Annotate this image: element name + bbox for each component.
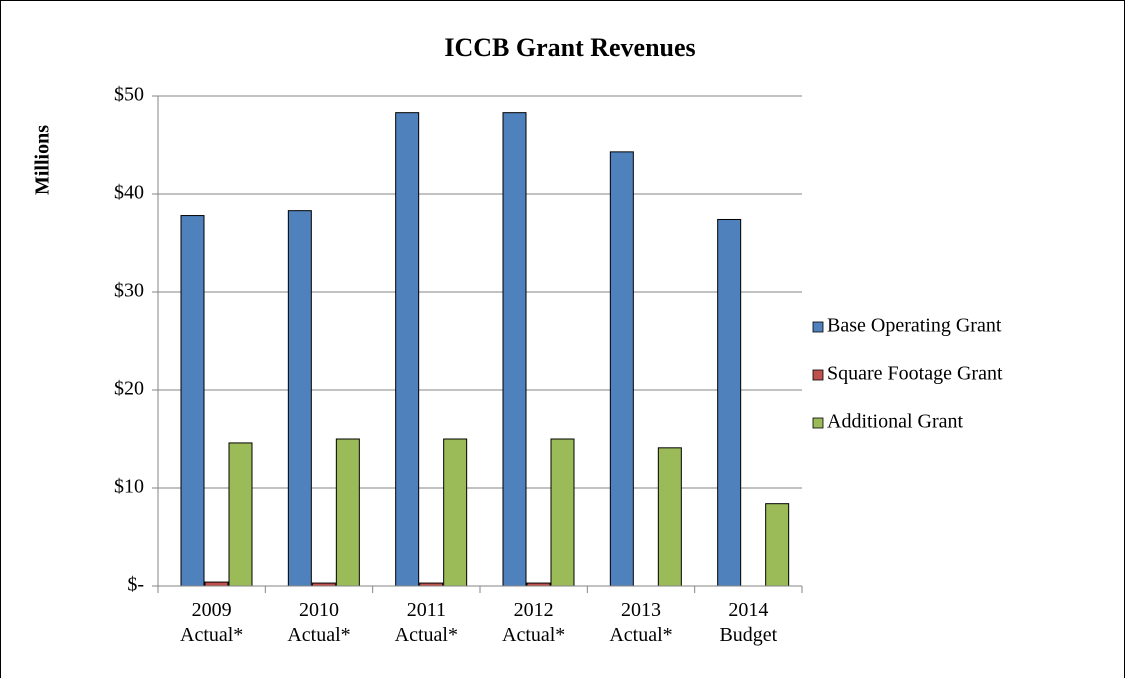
chart-title: ICCB Grant Revenues [444,33,695,62]
bar [443,438,468,587]
legend-swatch [812,369,824,381]
bar [609,151,634,587]
bar [765,503,790,587]
y-axis-label: Millions [32,125,54,195]
legend-label: Square Footage Grant [827,363,1003,385]
bar [204,581,229,587]
x-tick-label: 2013 Actual* [609,599,672,646]
bar [228,442,253,587]
y-tick-label: $- [127,574,144,596]
x-tick-label: 2014 Budget [719,599,777,646]
x-tick-label: 2012 Actual* [502,599,565,646]
y-tick-label: $40 [114,182,144,204]
bar [335,438,360,587]
bar [395,112,420,587]
legend-swatch [812,321,824,333]
bar [287,210,312,587]
legend-label: Additional Grant [827,411,964,433]
x-tick-label: 2010 Actual* [287,599,350,646]
y-tick-label: $10 [114,476,144,498]
bar [550,438,575,587]
y-tick-label: $20 [114,378,144,400]
bar [502,112,527,587]
bar [657,447,682,587]
legend-label: Base Operating Grant [827,315,1002,337]
bar [180,215,205,587]
bar [717,218,742,587]
legend-swatch [812,417,824,429]
y-tick-label: $50 [114,84,144,106]
x-tick-label: 2009 Actual* [180,599,243,646]
y-tick-label: $30 [114,280,144,302]
x-tick-label: 2011 Actual* [395,599,458,646]
